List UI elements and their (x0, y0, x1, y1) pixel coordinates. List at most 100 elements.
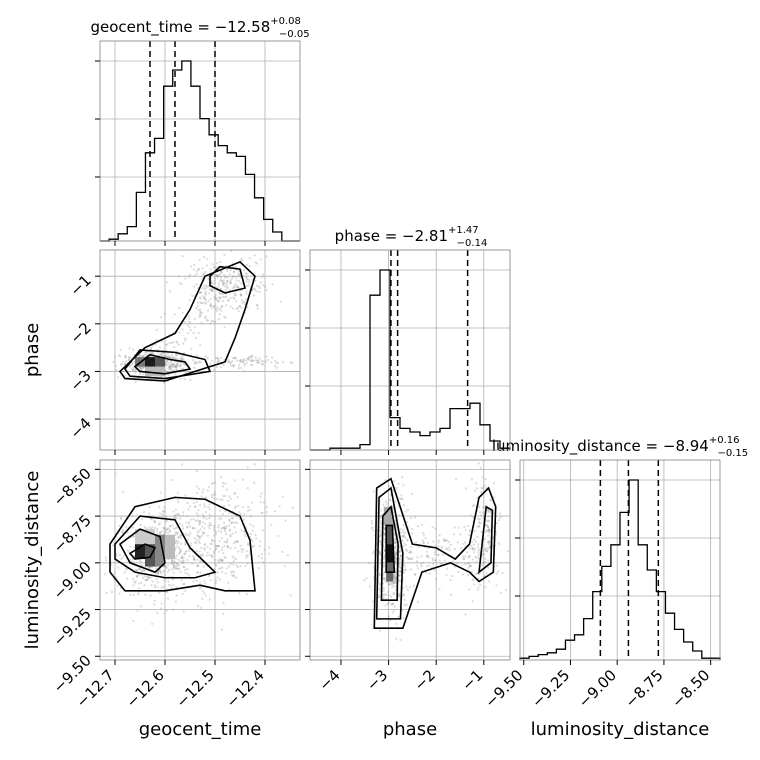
sample-point (177, 512, 180, 515)
sample-point (174, 562, 177, 565)
sample-point (133, 368, 136, 371)
sample-point (110, 590, 113, 594)
sample-point (464, 613, 467, 616)
sample-point (202, 255, 205, 259)
sample-point (479, 511, 482, 514)
sample-point (138, 373, 141, 376)
sample-point (255, 262, 259, 265)
sample-point (232, 296, 235, 299)
sample-point (120, 362, 123, 366)
sample-point (231, 555, 234, 558)
sample-point (230, 571, 233, 574)
sample-point (249, 359, 252, 363)
sample-point (261, 511, 264, 515)
sample-point (174, 508, 178, 511)
sample-point (388, 498, 392, 501)
sample-point (261, 529, 264, 532)
sample-point (180, 283, 183, 286)
sample-point (199, 343, 202, 346)
sample-point (391, 488, 395, 492)
sample-point (218, 300, 221, 303)
sample-point (193, 541, 197, 544)
sample-point (431, 559, 434, 562)
sample-point (233, 282, 237, 286)
sample-point (449, 578, 452, 581)
sample-point (224, 316, 227, 319)
sample-point (229, 547, 232, 550)
sample-point (255, 359, 258, 362)
sample-point (488, 529, 491, 533)
contour-phase-vs-luminosity-distance-3 (373, 477, 497, 630)
sample-point (204, 355, 207, 358)
sample-point (195, 283, 198, 286)
panel-luminosity-distance-hist: luminosity_distance = −8.94+0.16 −0.15 (492, 435, 748, 459)
sample-point (221, 566, 224, 569)
sample-point (135, 569, 138, 572)
sample-point (233, 293, 237, 296)
sample-point (415, 564, 419, 567)
sample-point (245, 277, 249, 280)
sample-point (174, 365, 178, 369)
sample-point (378, 551, 381, 554)
sample-point (238, 280, 241, 283)
sample-point (232, 365, 235, 368)
sample-point (115, 369, 118, 372)
sample-point (236, 540, 240, 543)
sample-point (167, 365, 170, 368)
sample-point (174, 527, 177, 530)
sample-point (165, 360, 169, 363)
xlabel-luminosity-distance: luminosity_distance (531, 719, 710, 740)
sample-point (225, 525, 228, 528)
panel-inner-geocent-time-vs-phase (100, 250, 300, 450)
sample-point (114, 472, 117, 475)
sample-point (139, 559, 142, 562)
sample-point (199, 301, 202, 304)
sample-point (205, 319, 208, 322)
sample-point (176, 362, 179, 365)
title-phase: phase = −2.81+1.47 −0.14 (335, 225, 488, 249)
sample-point (175, 539, 178, 543)
sample-point (224, 285, 227, 288)
sample-point (189, 531, 192, 535)
sample-point (173, 516, 177, 519)
sample-point (203, 297, 206, 300)
sample-point (228, 272, 231, 276)
sample-point (143, 575, 146, 578)
sample-point (482, 561, 485, 564)
sample-point (198, 315, 201, 318)
sample-point (459, 533, 462, 536)
sample-point (182, 342, 185, 345)
sample-point (158, 346, 161, 349)
sample-point (178, 522, 181, 525)
chart-marks: −12.7 −12.6 −12.5 −12.4 −4 −3 −2 −1−9.50 −9.25 −9… (50, 40, 721, 711)
sample-point (446, 539, 449, 542)
sample-point (150, 525, 154, 528)
sample-point (236, 565, 239, 569)
sample-point (222, 526, 226, 530)
sample-point (456, 541, 459, 544)
sample-point (205, 554, 208, 557)
sample-point (138, 366, 141, 369)
sample-point (166, 281, 169, 284)
sample-point (265, 511, 268, 514)
sample-point (451, 575, 454, 578)
sample-point (289, 594, 292, 597)
sample-point (167, 374, 170, 377)
sample-point (247, 542, 250, 545)
sample-point (188, 314, 191, 318)
sample-point (204, 298, 207, 301)
sample-point (238, 359, 242, 362)
panel-geocent-time-vs-phase (99, 249, 301, 451)
sample-point (377, 594, 380, 597)
sample-point (372, 529, 375, 532)
sample-point (265, 506, 268, 509)
sample-point (217, 544, 221, 547)
sample-point (243, 362, 246, 365)
sample-point (378, 582, 381, 585)
sample-point (401, 535, 404, 539)
sample-point (476, 455, 478, 457)
sample-point (226, 269, 229, 273)
sample-point (213, 266, 216, 269)
sample-point (255, 304, 258, 307)
sample-point (243, 533, 247, 536)
